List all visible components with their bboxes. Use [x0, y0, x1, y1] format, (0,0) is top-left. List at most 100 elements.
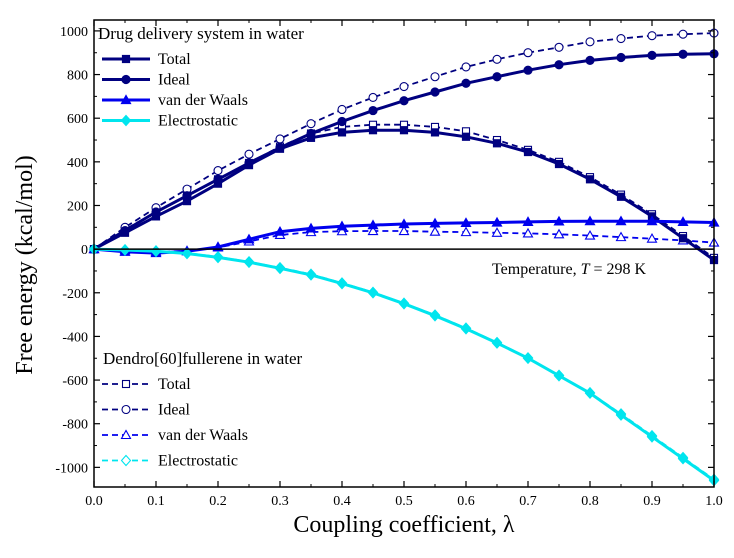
legend-swatch-marker — [121, 74, 131, 85]
data-point — [522, 227, 534, 238]
data-point — [616, 192, 626, 201]
data-point — [585, 37, 595, 47]
annotation-symbol: T — [581, 261, 591, 278]
legend-swatch-marker — [121, 54, 131, 64]
data-point — [461, 78, 471, 88]
data-point — [398, 297, 410, 310]
x-tick-label: 0.0 — [85, 494, 103, 509]
data-point — [522, 352, 534, 365]
legend-swatch-marker — [121, 379, 131, 389]
annotation-prefix: Temperature, — [492, 261, 581, 278]
data-point — [491, 216, 503, 227]
data-point — [336, 220, 348, 231]
y-tick-label: 200 — [67, 199, 88, 214]
data-point — [647, 50, 657, 60]
data-point — [429, 309, 441, 322]
legend-item-total: Total — [102, 51, 191, 68]
data-point — [306, 128, 316, 139]
legend-item-electrostatic: Electrostatic — [102, 453, 238, 470]
data-point — [181, 247, 193, 260]
data-point — [523, 65, 533, 75]
data-point — [616, 52, 626, 63]
data-point — [337, 104, 347, 115]
data-point — [492, 72, 502, 82]
temperature-annotation: Temperature, T = 298 K — [492, 261, 647, 278]
data-point — [492, 54, 502, 64]
data-point — [461, 132, 471, 141]
legend-item-van-der-waals: van der Waals — [102, 92, 248, 109]
data-point — [213, 166, 223, 176]
data-point — [646, 430, 658, 443]
data-point — [244, 149, 254, 159]
data-point — [523, 48, 533, 58]
legend-dendrofullerene: Dendro[60]fullerene in water Total Ideal va… — [102, 349, 303, 470]
legend-title: Dendro[60]fullerene in water — [103, 349, 303, 368]
x-tick-label: 0.4 — [333, 494, 351, 509]
y-tick-label: 800 — [67, 69, 88, 84]
data-point — [460, 226, 472, 237]
legend-title: Drug delivery system in water — [98, 24, 304, 43]
data-point — [492, 139, 502, 148]
x-tick-label: 0.3 — [271, 494, 289, 509]
data-point — [430, 87, 440, 97]
data-point — [306, 119, 316, 129]
x-tick-label: 0.9 — [643, 494, 661, 509]
data-point — [429, 226, 441, 236]
data-point — [461, 62, 471, 72]
data-point — [678, 49, 688, 59]
data-point — [367, 286, 379, 299]
y-tick-label: -200 — [62, 287, 88, 302]
legend-label: Electrostatic — [158, 113, 238, 130]
data-point — [399, 82, 409, 92]
data-point — [398, 218, 410, 229]
data-point — [646, 233, 658, 243]
data-point — [243, 233, 255, 244]
data-point — [460, 217, 472, 228]
legend-swatch-marker — [120, 94, 132, 105]
data-point — [337, 128, 347, 137]
data-point — [398, 225, 410, 236]
legend-label: van der Waals — [158, 92, 248, 109]
axes-group: 0.0 0.1 0.2 0.3 0.4 0.5 0.6 0.7 0.8 0.9 1.0 -1000 -8… — [55, 19, 723, 509]
data-point — [305, 222, 317, 233]
y-tick-label: -1000 — [55, 461, 88, 476]
legend-swatch-marker — [120, 114, 132, 127]
data-point — [274, 225, 286, 236]
data-point — [429, 217, 441, 228]
data-point — [584, 229, 596, 240]
data-point — [522, 216, 534, 226]
legend-label: van der Waals — [158, 427, 248, 444]
data-point — [554, 159, 564, 169]
data-point — [553, 228, 565, 239]
data-point — [336, 225, 348, 236]
data-point — [460, 322, 472, 335]
data-point — [368, 126, 378, 135]
x-tick-label: 1.0 — [705, 494, 723, 509]
legend-label: Ideal — [158, 402, 191, 419]
data-point — [399, 96, 409, 106]
legend-item-van-der-waals: van der Waals — [102, 427, 248, 444]
data-point — [491, 227, 503, 237]
series-solid-electrostatic — [88, 243, 720, 487]
y-tick-label: 400 — [67, 156, 88, 171]
data-point — [336, 277, 348, 290]
x-axis-title: Coupling coefficient, λ — [293, 512, 515, 538]
legend-label: Total — [158, 51, 191, 68]
data-point — [151, 207, 161, 217]
legend-item-electrostatic: Electrostatic — [102, 113, 238, 130]
data-point — [399, 126, 409, 135]
data-point — [368, 92, 378, 103]
legend-swatch-marker — [120, 454, 132, 467]
data-point — [491, 337, 503, 349]
legend-swatch-marker — [120, 429, 132, 440]
x-tick-label: 0.8 — [581, 494, 599, 509]
legend-item-total: Total — [102, 376, 191, 393]
data-point — [677, 452, 689, 465]
data-point — [584, 215, 596, 226]
data-point — [367, 225, 379, 236]
data-point — [244, 158, 254, 168]
data-point — [553, 369, 565, 382]
annotation-suffix: = 298 K — [590, 261, 647, 278]
data-point — [523, 147, 533, 157]
